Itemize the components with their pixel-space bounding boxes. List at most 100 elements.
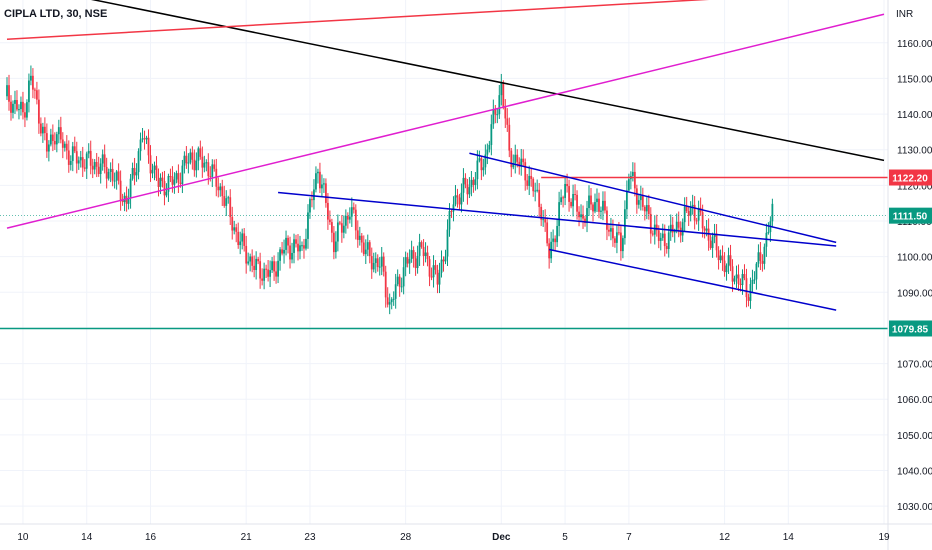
candle[interactable] bbox=[28, 80, 30, 103]
candle[interactable] bbox=[592, 204, 594, 212]
candle[interactable] bbox=[227, 197, 230, 199]
candle[interactable] bbox=[69, 161, 72, 165]
candle[interactable] bbox=[470, 179, 473, 188]
candle[interactable] bbox=[430, 276, 433, 278]
candle[interactable] bbox=[119, 180, 122, 201]
candle[interactable] bbox=[484, 154, 487, 168]
candle[interactable] bbox=[39, 123, 42, 134]
candle[interactable] bbox=[22, 101, 24, 113]
candle[interactable] bbox=[332, 232, 335, 253]
candle[interactable] bbox=[153, 165, 156, 170]
candle[interactable] bbox=[173, 179, 176, 185]
candle[interactable] bbox=[34, 89, 36, 91]
candle[interactable] bbox=[35, 90, 38, 100]
candle[interactable] bbox=[616, 232, 618, 243]
candle[interactable] bbox=[354, 209, 357, 231]
candle[interactable] bbox=[127, 198, 130, 204]
candle[interactable] bbox=[313, 189, 315, 201]
candle[interactable] bbox=[65, 143, 68, 151]
candle[interactable] bbox=[412, 250, 415, 259]
candle[interactable] bbox=[291, 252, 293, 260]
candle[interactable] bbox=[59, 127, 62, 140]
candle[interactable] bbox=[181, 165, 184, 184]
candle[interactable] bbox=[277, 260, 279, 277]
candle[interactable] bbox=[606, 210, 608, 230]
candle[interactable] bbox=[462, 177, 465, 193]
candle[interactable] bbox=[522, 158, 525, 163]
candle[interactable] bbox=[163, 181, 166, 196]
candle[interactable] bbox=[356, 230, 359, 240]
trend-line[interactable] bbox=[6, 0, 884, 40]
candle[interactable] bbox=[753, 279, 756, 281]
candle[interactable] bbox=[167, 176, 170, 192]
candle[interactable] bbox=[261, 278, 264, 281]
candle[interactable] bbox=[759, 252, 762, 261]
candle[interactable] bbox=[733, 278, 736, 282]
candle[interactable] bbox=[6, 85, 8, 97]
candle[interactable] bbox=[235, 227, 238, 232]
candle[interactable] bbox=[578, 211, 580, 218]
candle[interactable] bbox=[574, 194, 576, 196]
candle[interactable] bbox=[444, 256, 447, 262]
candle[interactable] bbox=[540, 206, 543, 220]
candle[interactable] bbox=[594, 202, 596, 212]
candle[interactable] bbox=[75, 151, 78, 164]
candle[interactable] bbox=[755, 263, 758, 280]
candle[interactable] bbox=[528, 175, 531, 186]
candle[interactable] bbox=[460, 192, 463, 205]
candle[interactable] bbox=[396, 276, 399, 285]
candle[interactable] bbox=[299, 245, 301, 252]
candle[interactable] bbox=[673, 230, 676, 233]
candle[interactable] bbox=[695, 220, 698, 222]
candle[interactable] bbox=[334, 241, 337, 253]
candle[interactable] bbox=[336, 222, 339, 242]
candle[interactable] bbox=[588, 195, 590, 209]
candle[interactable] bbox=[532, 178, 535, 192]
candle[interactable] bbox=[384, 271, 387, 298]
candle[interactable] bbox=[400, 286, 403, 288]
candle[interactable] bbox=[352, 207, 355, 210]
candle[interactable] bbox=[63, 143, 66, 148]
candle[interactable] bbox=[253, 265, 256, 271]
candle[interactable] bbox=[418, 242, 421, 256]
candle[interactable] bbox=[117, 171, 120, 181]
candle[interactable] bbox=[93, 162, 96, 170]
candle[interactable] bbox=[663, 233, 666, 247]
candle[interactable] bbox=[191, 152, 194, 160]
candle[interactable] bbox=[518, 161, 521, 167]
candle[interactable] bbox=[358, 235, 361, 240]
candle[interactable] bbox=[107, 171, 110, 179]
candle[interactable] bbox=[641, 195, 644, 207]
candle[interactable] bbox=[667, 232, 670, 250]
candle[interactable] bbox=[524, 162, 527, 181]
candle[interactable] bbox=[683, 206, 686, 223]
candle[interactable] bbox=[711, 236, 714, 248]
candle[interactable] bbox=[289, 245, 291, 260]
candle[interactable] bbox=[30, 75, 32, 81]
candle[interactable] bbox=[655, 224, 658, 231]
candle[interactable] bbox=[490, 124, 493, 145]
candle[interactable] bbox=[452, 204, 455, 212]
candle[interactable] bbox=[295, 239, 297, 244]
candle[interactable] bbox=[512, 163, 515, 168]
candle[interactable] bbox=[510, 150, 513, 168]
candle[interactable] bbox=[211, 164, 214, 177]
candle[interactable] bbox=[568, 186, 570, 202]
candle[interactable] bbox=[243, 233, 246, 246]
candle[interactable] bbox=[297, 243, 299, 252]
candle[interactable] bbox=[492, 109, 495, 125]
candle[interactable] bbox=[500, 82, 503, 96]
candle[interactable] bbox=[604, 200, 606, 211]
candle[interactable] bbox=[171, 176, 174, 185]
candle[interactable] bbox=[311, 199, 313, 201]
candle[interactable] bbox=[544, 219, 547, 223]
candle[interactable] bbox=[219, 186, 222, 191]
candle[interactable] bbox=[348, 216, 351, 220]
candle[interactable] bbox=[633, 171, 636, 189]
candle[interactable] bbox=[237, 231, 240, 246]
candle[interactable] bbox=[643, 206, 646, 212]
candle[interactable] bbox=[625, 190, 628, 210]
candle[interactable] bbox=[610, 228, 612, 232]
candle[interactable] bbox=[582, 214, 584, 219]
candle[interactable] bbox=[279, 249, 281, 261]
